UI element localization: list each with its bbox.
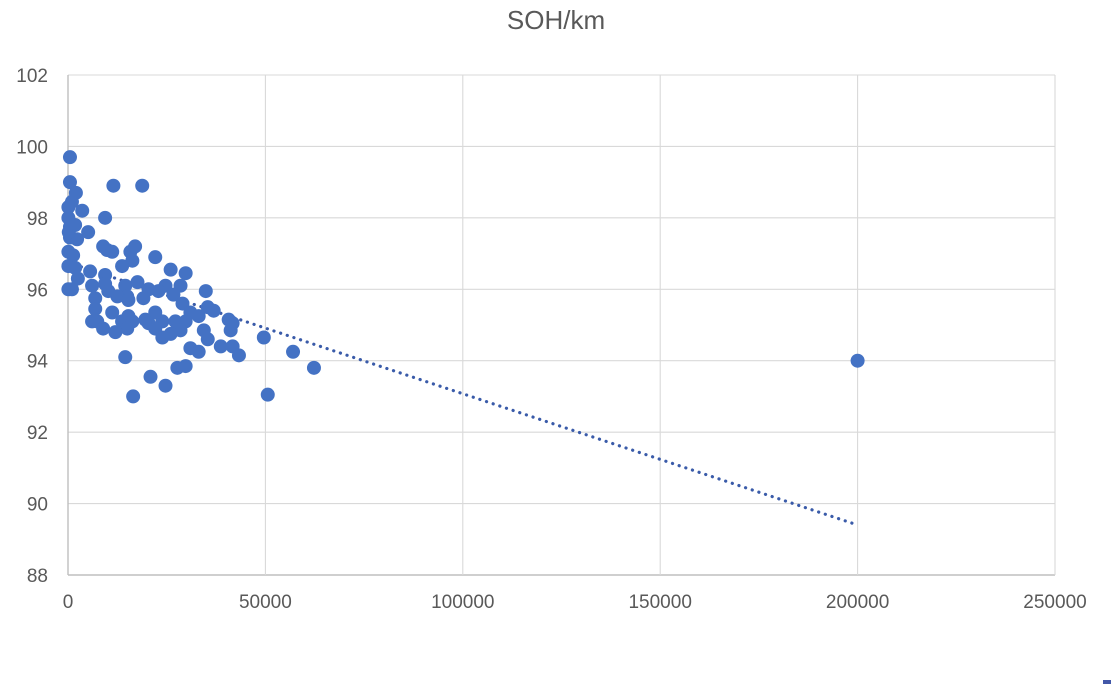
data-point (105, 305, 120, 320)
data-point (70, 271, 85, 286)
data-point (121, 293, 136, 307)
trendline (66, 260, 860, 527)
data-point (105, 244, 120, 259)
data-point (850, 353, 865, 368)
data-point (191, 309, 206, 324)
data-point (136, 291, 151, 306)
x-axis-tick-label: 150000 (628, 592, 691, 613)
data-point (81, 225, 96, 240)
data-point (143, 369, 158, 384)
data-point (88, 301, 103, 316)
data-point (223, 323, 238, 338)
data-point (62, 150, 77, 165)
data-point (200, 332, 215, 347)
y-axis-tick-label: 94 (27, 352, 49, 373)
y-axis-tick-label: 100 (16, 137, 48, 158)
data-point (151, 284, 166, 299)
data-point (256, 330, 271, 345)
data-point (61, 225, 76, 240)
y-axis-tick-label: 92 (27, 423, 48, 444)
data-point (260, 387, 275, 402)
data-point (125, 253, 140, 268)
data-point (85, 278, 100, 293)
data-point (206, 303, 221, 318)
data-point (66, 248, 81, 263)
data-point (126, 389, 141, 404)
data-point (163, 262, 178, 277)
data-point (98, 210, 113, 225)
data-point (170, 360, 185, 375)
data-point (130, 275, 145, 290)
y-axis-tick-label: 96 (27, 280, 48, 301)
y-axis-tick-label: 98 (27, 209, 48, 230)
data-point (110, 289, 125, 304)
data-point (118, 278, 133, 293)
x-axis-tick-label: 250000 (1023, 592, 1086, 613)
corner-artifact (1103, 680, 1111, 684)
data-point (148, 305, 163, 320)
data-point (191, 344, 206, 359)
data-point (96, 321, 111, 336)
data-point (61, 200, 76, 215)
x-axis-tick-label: 100000 (431, 592, 494, 613)
data-point (75, 203, 90, 218)
data-point (115, 259, 130, 274)
data-point (148, 250, 163, 265)
chart-title: SOH/km (506, 5, 606, 35)
data-point (198, 284, 213, 299)
data-point (88, 291, 103, 306)
data-point (231, 348, 246, 363)
data-point (135, 178, 150, 193)
x-axis-tick-label: 0 (63, 592, 74, 613)
data-point (118, 350, 133, 365)
y-axis-tick-label: 102 (16, 66, 48, 87)
data-point (166, 287, 181, 302)
data-point (61, 282, 76, 297)
data-point (108, 325, 123, 340)
y-axis-tick-label: 90 (27, 495, 48, 516)
data-point (83, 264, 98, 279)
data-point (158, 378, 173, 393)
data-point (178, 266, 193, 281)
x-axis-tick-label: 200000 (826, 592, 889, 613)
data-point (213, 339, 228, 354)
data-point (163, 326, 178, 341)
data-point (62, 175, 77, 190)
x-axis-tick-label: 50000 (239, 592, 292, 613)
data-point (120, 321, 135, 336)
y-axis-tick-label: 88 (27, 566, 48, 587)
data-point (286, 344, 301, 359)
data-point (128, 239, 143, 254)
data-point (306, 360, 321, 375)
data-point (106, 178, 121, 193)
data-point (68, 260, 83, 275)
